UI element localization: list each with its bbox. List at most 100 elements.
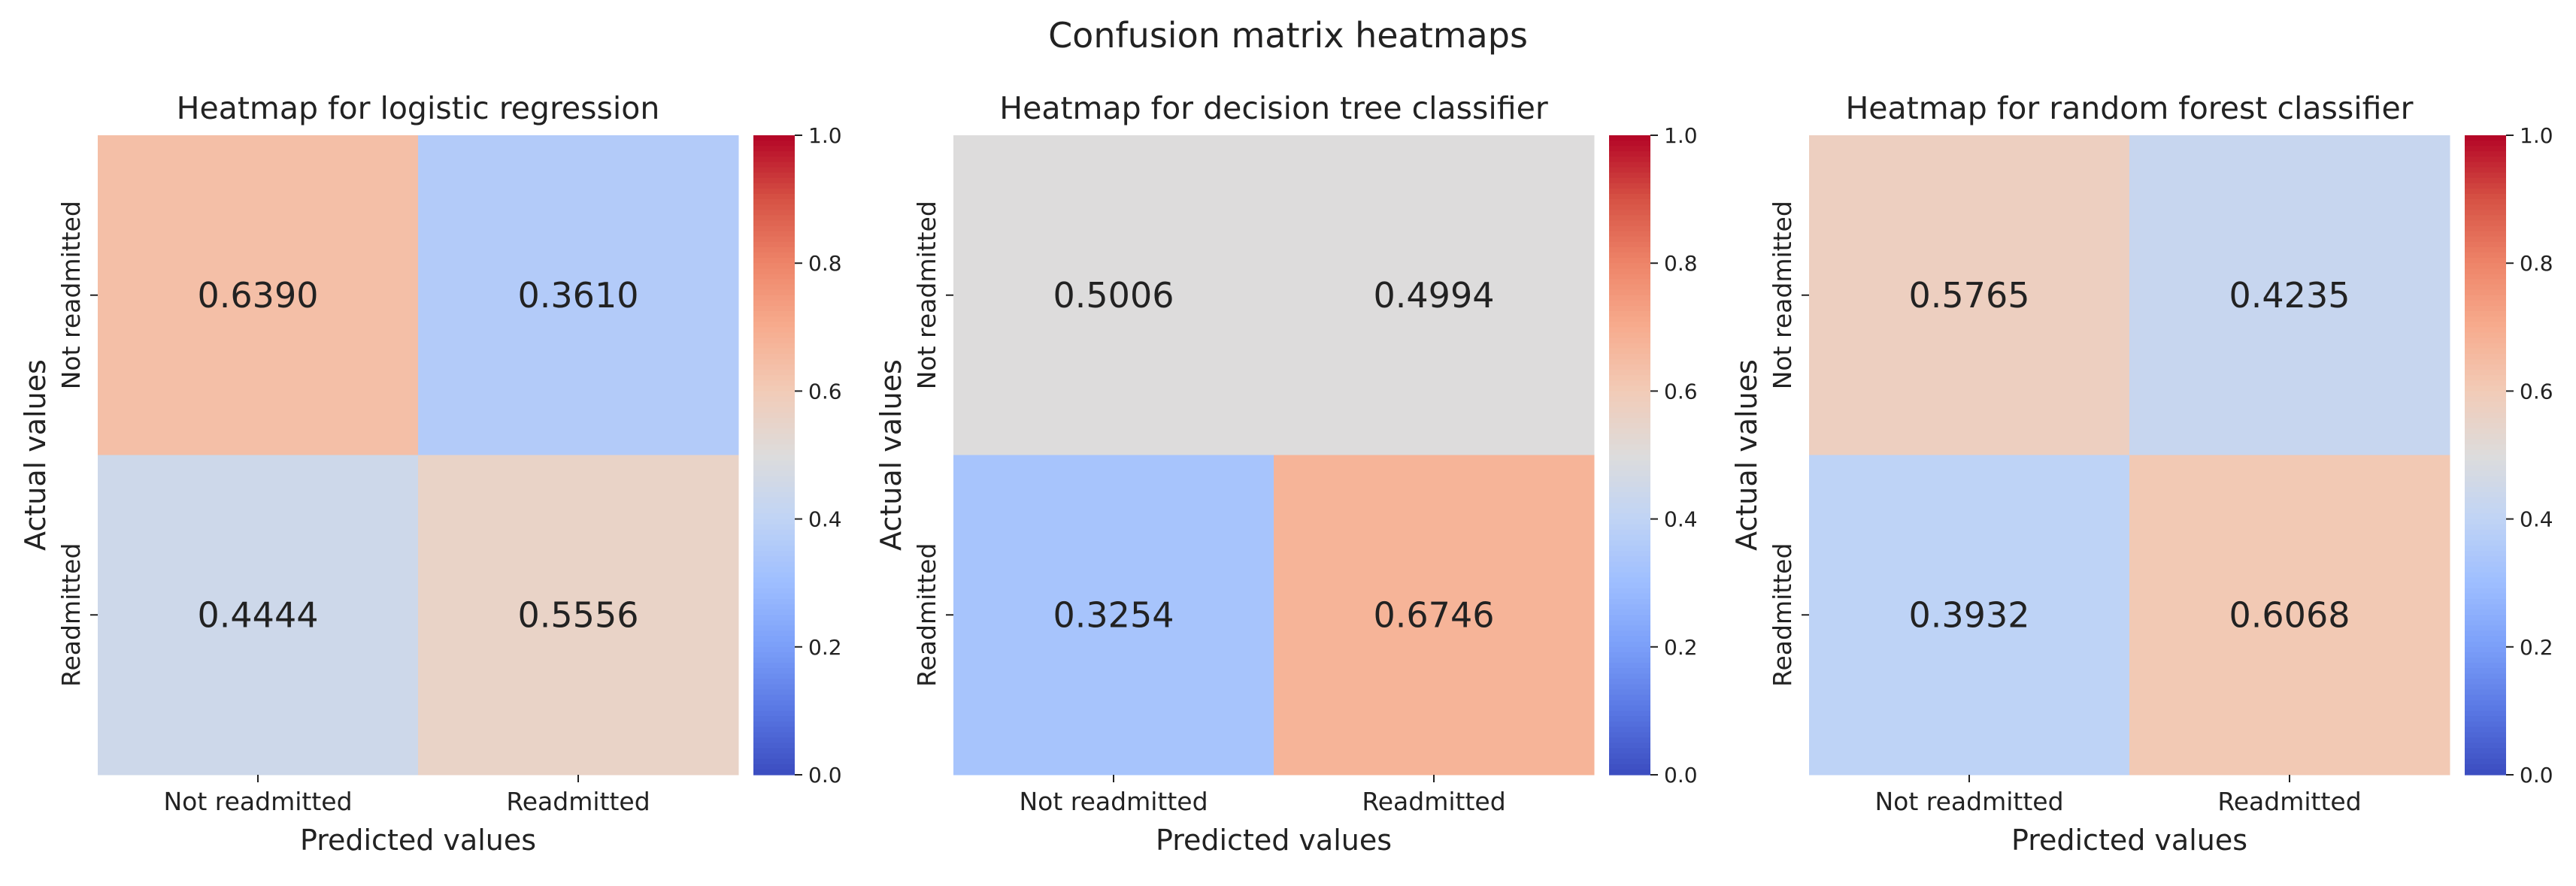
colorbar-segment bbox=[2465, 412, 2506, 419]
colorbar-segment bbox=[753, 519, 795, 525]
colorbar-segment bbox=[1609, 481, 1650, 488]
colorbar-segment bbox=[1609, 476, 1650, 482]
colorbar-tick-label: 0.4 bbox=[2520, 507, 2553, 532]
colorbar-segment bbox=[1609, 470, 1650, 477]
colorbar-segment bbox=[753, 540, 795, 546]
colorbar-segment bbox=[753, 156, 795, 163]
colorbar-segment bbox=[753, 449, 795, 456]
colorbar-tick-label: 0.6 bbox=[2520, 379, 2553, 404]
colorbar-segment bbox=[753, 700, 795, 706]
colorbar-segment bbox=[1609, 252, 1650, 259]
colorbar-segment bbox=[2465, 481, 2506, 488]
colorbar-segment bbox=[753, 476, 795, 482]
colorbar-segment bbox=[2465, 604, 2506, 610]
colorbar-segment bbox=[1609, 625, 1650, 632]
colorbar-segment bbox=[1609, 167, 1650, 174]
colorbar-segment bbox=[1609, 305, 1650, 312]
colorbar-segment bbox=[753, 141, 795, 147]
colorbar-segment bbox=[753, 401, 795, 408]
colorbar-segment bbox=[2465, 236, 2506, 243]
colorbar-segment bbox=[2465, 636, 2506, 643]
colorbar-segment bbox=[2465, 327, 2506, 333]
colorbar-segment bbox=[1609, 332, 1650, 339]
colorbar-segment bbox=[753, 135, 795, 141]
colorbar-segment bbox=[1609, 753, 1650, 760]
heatmap-cell bbox=[2129, 455, 2450, 776]
x-tick-label: Not readmitted bbox=[163, 787, 352, 816]
colorbar-segment bbox=[753, 487, 795, 493]
colorbar-segment bbox=[1609, 710, 1650, 717]
colorbar-segment bbox=[753, 358, 795, 365]
colorbar-segment bbox=[1609, 556, 1650, 562]
colorbar-segment bbox=[1609, 141, 1650, 147]
colorbar-segment bbox=[2465, 428, 2506, 434]
colorbar-segment bbox=[2465, 689, 2506, 696]
colorbar-segment bbox=[1609, 422, 1650, 429]
colorbar-segment bbox=[2465, 210, 2506, 216]
colorbar-segment bbox=[2465, 231, 2506, 237]
colorbar-segment bbox=[2465, 673, 2506, 679]
colorbar-segment bbox=[1609, 279, 1650, 286]
colorbar-segment bbox=[2465, 162, 2506, 168]
colorbar-segment bbox=[753, 705, 795, 712]
colorbar-segment bbox=[2465, 135, 2506, 141]
colorbar-segment bbox=[753, 188, 795, 195]
colorbar-segment bbox=[753, 353, 795, 360]
colorbar-segment bbox=[1609, 417, 1650, 424]
heatmap-title: Heatmap for decision tree classifier bbox=[999, 90, 1548, 126]
x-axis-label: Predicted values bbox=[300, 824, 536, 857]
colorbar-segment bbox=[1609, 343, 1650, 349]
colorbar-segment bbox=[1609, 210, 1650, 216]
heatmap-cell-label: 0.6068 bbox=[2229, 594, 2350, 635]
colorbar-segment bbox=[2465, 551, 2506, 557]
colorbar-segment bbox=[2465, 753, 2506, 760]
colorbar-segment bbox=[2465, 183, 2506, 189]
colorbar-segment bbox=[2465, 204, 2506, 210]
colorbar-segment bbox=[2465, 572, 2506, 579]
colorbar-segment bbox=[753, 577, 795, 584]
colorbar-segment bbox=[1609, 513, 1650, 520]
colorbar-segment bbox=[753, 386, 795, 392]
colorbar: 0.0 0.2 0.4 0.6 0.8 1.0 bbox=[753, 123, 842, 788]
colorbar-segment bbox=[2465, 615, 2506, 621]
colorbar-segment bbox=[1609, 412, 1650, 419]
colorbar-segment bbox=[753, 172, 795, 179]
colorbar-segment bbox=[1609, 508, 1650, 515]
colorbar-segment bbox=[753, 343, 795, 349]
colorbar-segment bbox=[2465, 279, 2506, 286]
colorbar-segment bbox=[753, 348, 795, 355]
colorbar-segment bbox=[2465, 540, 2506, 546]
colorbar-segment bbox=[753, 263, 795, 269]
heatmap-cell bbox=[953, 455, 1274, 776]
colorbar-segment bbox=[753, 364, 795, 370]
colorbar-segment bbox=[753, 609, 795, 615]
colorbar-segment bbox=[753, 492, 795, 498]
y-tick-label: Not readmitted bbox=[1768, 201, 1797, 389]
colorbar-segment bbox=[2465, 434, 2506, 440]
colorbar-segment bbox=[2465, 455, 2506, 461]
colorbar-segment bbox=[2465, 449, 2506, 456]
colorbar-segment bbox=[2465, 524, 2506, 531]
colorbar-segment bbox=[1609, 561, 1650, 568]
colorbar-segment bbox=[1609, 391, 1650, 398]
colorbar-segment bbox=[1609, 567, 1650, 573]
colorbar-segment bbox=[753, 567, 795, 573]
colorbar-segment bbox=[1609, 322, 1650, 328]
colorbar-segment bbox=[2465, 577, 2506, 584]
colorbar-segment bbox=[753, 444, 795, 451]
colorbar-segment bbox=[2465, 715, 2506, 722]
colorbar-segment bbox=[753, 748, 795, 754]
colorbar-segment bbox=[2465, 358, 2506, 365]
colorbar-segment bbox=[1609, 598, 1650, 605]
colorbar-segment bbox=[2465, 444, 2506, 451]
colorbar-segment bbox=[2465, 487, 2506, 493]
colorbar-segment bbox=[2465, 652, 2506, 658]
colorbar-segment bbox=[2465, 146, 2506, 152]
colorbar-segment bbox=[753, 284, 795, 291]
colorbar-segment bbox=[2465, 289, 2506, 296]
colorbar-segment bbox=[753, 556, 795, 562]
colorbar-segment bbox=[1609, 135, 1650, 141]
x-tick-label: Readmitted bbox=[506, 787, 650, 816]
colorbar-segment bbox=[1609, 620, 1650, 627]
heatmap-cell bbox=[1274, 455, 1595, 776]
